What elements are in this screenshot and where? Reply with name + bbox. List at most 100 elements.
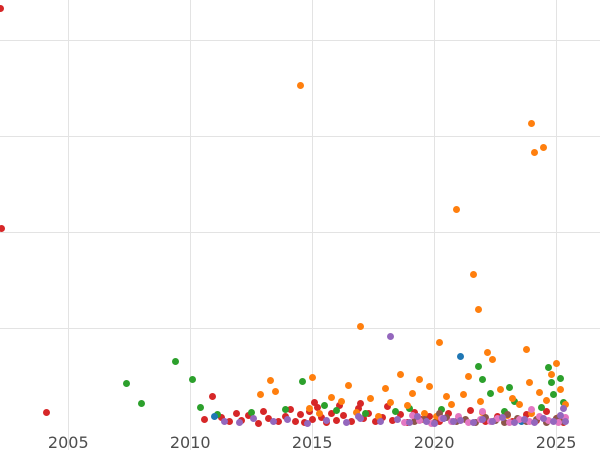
data-point-green: [557, 374, 565, 382]
data-point-green: [406, 405, 414, 413]
data-point-red: [264, 414, 272, 422]
data-point-purple: [479, 415, 487, 423]
data-point-purple: [406, 419, 414, 427]
data-point-orange: [547, 370, 555, 378]
vertical-gridline: [311, 0, 313, 450]
vertical-gridline: [67, 0, 69, 450]
data-point-green: [479, 376, 487, 384]
data-point-red: [467, 406, 475, 414]
data-point-orange: [425, 382, 433, 390]
data-point-orange: [396, 371, 404, 379]
data-point-red: [328, 409, 336, 417]
data-point-red: [201, 415, 209, 423]
data-point-orange: [306, 405, 314, 413]
data-point-orange: [403, 401, 411, 409]
data-point-orange: [374, 413, 382, 420]
data-point-red: [0, 4, 4, 12]
data-point-pink: [545, 417, 553, 425]
data-point-green: [545, 363, 553, 371]
data-point-orange: [308, 373, 316, 381]
data-point-red: [208, 392, 216, 400]
data-point-pink: [555, 418, 563, 426]
data-point-orange: [420, 409, 428, 417]
data-point-purple: [220, 417, 228, 425]
data-point-pink: [416, 416, 423, 424]
data-point-purple: [469, 419, 477, 427]
data-point-orange: [459, 390, 467, 398]
data-point-purple: [511, 418, 519, 426]
data-point-green: [137, 400, 145, 408]
data-point-orange: [525, 378, 533, 386]
data-point-orange: [528, 119, 536, 127]
data-point-purple: [550, 417, 558, 425]
data-point-orange: [345, 381, 353, 389]
data-point-purple: [557, 412, 565, 420]
data-point-green: [281, 405, 289, 413]
data-point-green: [486, 390, 494, 398]
data-point-green: [537, 403, 545, 411]
data-point-red: [225, 418, 233, 426]
data-point-orange: [447, 401, 455, 409]
data-point-pink: [464, 419, 472, 427]
data-point-red: [445, 410, 453, 418]
data-point-orange: [452, 205, 460, 213]
data-point-brown: [503, 411, 511, 419]
horizontal-gridline: [0, 328, 600, 330]
data-point-orange: [508, 394, 516, 402]
data-point-orange: [557, 386, 565, 394]
data-point-orange: [469, 270, 477, 278]
data-point-orange: [489, 356, 497, 364]
data-point-green: [437, 406, 445, 414]
data-point-purple: [250, 414, 258, 422]
data-point-orange: [416, 376, 423, 384]
horizontal-gridline: [0, 39, 600, 41]
data-point-purple: [284, 416, 292, 424]
data-point-orange: [386, 398, 394, 406]
data-point-red: [259, 408, 267, 415]
data-point-orange: [352, 408, 360, 416]
data-point-purple: [235, 419, 243, 427]
data-point-red: [435, 418, 443, 426]
data-point-purple: [355, 413, 363, 421]
data-point-brown: [411, 418, 419, 426]
data-point-red: [218, 413, 226, 421]
data-point-red: [296, 410, 304, 418]
data-point-green: [506, 383, 514, 391]
data-point-red: [372, 418, 380, 425]
vertical-gridline: [433, 0, 435, 450]
data-point-green: [123, 379, 131, 387]
data-point-orange: [484, 349, 492, 357]
data-point-orange: [408, 389, 416, 397]
data-point-red: [523, 411, 531, 419]
data-point-orange: [357, 323, 365, 331]
data-point-orange: [464, 372, 472, 380]
data-point-purple: [386, 332, 394, 340]
data-point-green: [474, 362, 482, 370]
data-point-orange: [337, 397, 345, 405]
data-point-orange: [257, 391, 265, 399]
data-point-green: [189, 376, 197, 384]
horizontal-gridline: [0, 135, 600, 137]
vertical-gridline: [189, 0, 191, 450]
x-tick-label: 2015: [291, 432, 333, 450]
data-point-purple: [530, 419, 538, 427]
data-point-red: [347, 418, 355, 426]
x-tick-label: 2025: [535, 432, 577, 450]
data-point-red: [286, 406, 294, 414]
data-point-orange: [528, 409, 536, 417]
data-point-orange: [523, 346, 531, 354]
data-point-orange: [435, 339, 443, 347]
data-point-orange: [367, 395, 375, 403]
data-point-purple: [559, 404, 567, 412]
data-point-red: [233, 409, 241, 417]
data-point-green: [298, 378, 306, 386]
data-point-green: [550, 391, 558, 399]
data-point-blue: [457, 352, 465, 360]
data-point-orange: [272, 387, 280, 395]
data-point-orange: [442, 392, 450, 400]
data-point-pink: [408, 411, 416, 419]
vertical-gridline: [555, 0, 557, 450]
horizontal-gridline: [0, 232, 600, 233]
data-point-purple: [450, 418, 458, 426]
